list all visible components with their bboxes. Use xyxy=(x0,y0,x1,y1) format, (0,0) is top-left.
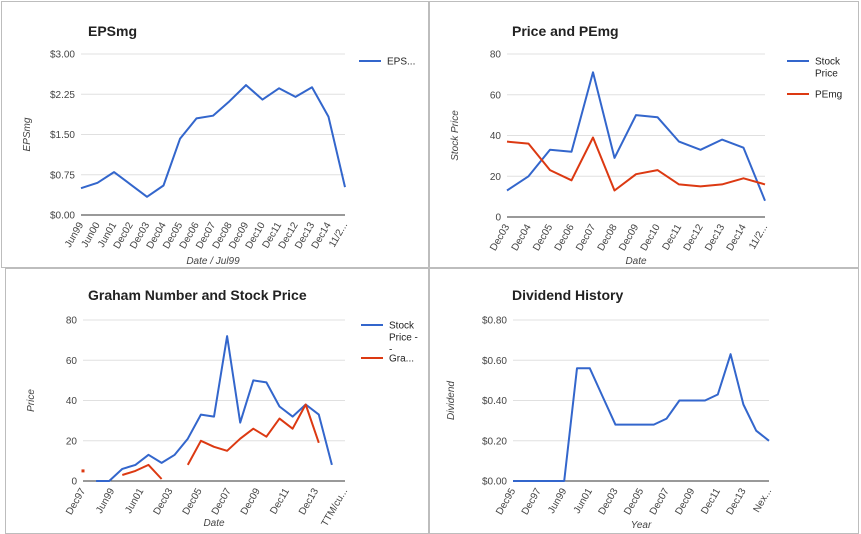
price-pe-chart-panel: Price and PEmg 0 20 40 60 80 Dec03 Dec04 Dec05 De… xyxy=(429,1,859,268)
y-tick-label: 20 xyxy=(66,436,78,447)
y-axis-title: EPSmg xyxy=(22,117,33,151)
y-tick-label: 60 xyxy=(66,356,78,367)
x-tick-label: Dec13 xyxy=(703,222,727,253)
x-axis-title: Date xyxy=(203,518,225,529)
legend-label: Gra... xyxy=(389,354,414,365)
x-tick-label: Dec12 xyxy=(682,222,706,253)
x-axis-title: Date / Jul99 xyxy=(186,256,240,267)
y-tick-label: 80 xyxy=(66,316,78,327)
legend-label: Stock Price -- xyxy=(389,321,418,356)
x-tick-label: Dec10 xyxy=(639,222,663,253)
y-tick-label: 80 xyxy=(490,50,502,61)
x-tick-label: Jun01 xyxy=(572,486,595,515)
series-point xyxy=(81,469,85,473)
x-tick-label: Dec05 xyxy=(531,222,555,253)
legend-label-line: PEmg xyxy=(815,90,842,101)
x-tick-label: Dec13 xyxy=(297,486,321,517)
series-line xyxy=(186,403,320,466)
x-tick-label: Dec03 xyxy=(488,222,512,253)
y-tick-label: $0.40 xyxy=(482,396,507,407)
y-tick-label: $0.00 xyxy=(50,211,75,222)
price-pe-chart: Price and PEmg020406080Dec03Dec04Dec05De… xyxy=(450,23,842,267)
series-line xyxy=(122,463,163,480)
series-line xyxy=(80,84,346,198)
x-tick-label: Dec05 xyxy=(622,486,646,517)
x-tick-label: Dec07 xyxy=(210,486,234,517)
legend-label: Stock Price xyxy=(815,57,841,80)
eps-chart: EPSmg$0.00$0.75$1.50$2.25$3.00Jun99Jun00… xyxy=(22,23,415,267)
y-tick-label: $0.20 xyxy=(482,436,507,447)
chart-title: EPSmg xyxy=(88,23,137,39)
legend-label-line: Stock xyxy=(389,321,415,332)
x-tick-label: Dec11 xyxy=(268,486,292,516)
series-line xyxy=(506,71,766,202)
legend-label: PEmg xyxy=(815,90,842,101)
y-tick-label: 20 xyxy=(490,172,502,183)
x-tick-label: Dec06 xyxy=(553,222,577,253)
series-line xyxy=(513,353,770,482)
graham-chart-panel: Graham Number and Stock Price 0 20 40 60 80 De… xyxy=(5,268,429,534)
y-axis-title: Price xyxy=(26,389,37,412)
legend-label-line: EPS... xyxy=(387,57,415,68)
y-axis-title: Dividend xyxy=(446,381,457,420)
x-tick-label: Dec08 xyxy=(596,222,620,253)
x-tick-label: Dec03 xyxy=(152,486,176,517)
chart-title: Graham Number and Stock Price xyxy=(88,287,307,303)
dividend-chart: Dividend History $0.00 $0.20 $0.40 $0.60 $0.8… xyxy=(446,287,775,531)
y-tick-label: 0 xyxy=(495,213,501,224)
eps-chart-panel: EPSmg $0.00 $0.75 $1.50 $2.25 $3.00 Jun99 Jun00… xyxy=(1,1,429,268)
graham-chart: Graham Number and Stock Price 0 20 40 60 80 De… xyxy=(26,287,418,529)
y-tick-label: $1.50 xyxy=(50,130,75,141)
y-tick-label: $0.80 xyxy=(482,316,507,327)
chart-title: Price and PEmg xyxy=(512,23,619,39)
x-tick-label: Dec09 xyxy=(673,486,697,517)
x-tick-label: 11/2... xyxy=(747,223,770,252)
legend-label-line: Gra... xyxy=(389,354,414,365)
y-tick-label: 60 xyxy=(490,90,502,101)
series-line xyxy=(96,335,333,482)
legend-label-line: Price xyxy=(815,69,838,80)
y-tick-label: $0.60 xyxy=(482,356,507,367)
y-tick-label: $3.00 xyxy=(50,50,75,61)
series-line xyxy=(506,136,766,192)
x-tick-label: Dec03 xyxy=(597,486,621,517)
x-tick-label: TTM/cu... xyxy=(320,487,351,529)
x-tick-label: Dec97 xyxy=(64,486,88,517)
x-axis-title: Year xyxy=(631,520,652,531)
x-tick-label: Dec95 xyxy=(494,486,518,517)
x-tick-label: Dec07 xyxy=(648,486,672,517)
dividend-chart-panel: Dividend History $0.00 $0.20 $0.40 $0.60 $0.8… xyxy=(429,268,859,534)
x-tick-label: Dec97 xyxy=(520,486,544,517)
x-tick-label: Dec05 xyxy=(181,486,205,517)
x-tick-label: Dec07 xyxy=(574,222,598,253)
x-tick-label: Dec09 xyxy=(239,486,263,517)
x-tick-label: Dec14 xyxy=(725,222,749,253)
legend-label-line: Price - xyxy=(389,333,418,344)
x-tick-label: Dec09 xyxy=(617,222,641,253)
y-tick-label: 0 xyxy=(71,477,77,488)
y-tick-label: $0.00 xyxy=(482,477,507,488)
y-axis-title: Stock Price xyxy=(450,110,461,161)
chart-title: Dividend History xyxy=(512,287,623,303)
x-tick-label: Jun01 xyxy=(123,486,146,515)
x-tick-label: Nex... xyxy=(752,487,775,515)
x-tick-label: Jun99 xyxy=(94,486,117,515)
x-axis-title: Date xyxy=(625,256,647,267)
y-tick-label: $2.25 xyxy=(50,90,75,101)
y-tick-label: 40 xyxy=(66,396,78,407)
y-tick-label: $0.75 xyxy=(50,170,75,181)
legend-label-line: - xyxy=(389,345,392,356)
x-tick-label: Dec13 xyxy=(725,486,749,517)
legend-label: EPS... xyxy=(387,57,415,68)
legend-label-line: Stock xyxy=(815,57,841,68)
y-tick-label: 40 xyxy=(490,131,502,142)
x-tick-label: Dec04 xyxy=(510,222,534,253)
x-tick-label: Jun99 xyxy=(546,486,569,515)
x-tick-label: Dec11 xyxy=(699,486,723,516)
